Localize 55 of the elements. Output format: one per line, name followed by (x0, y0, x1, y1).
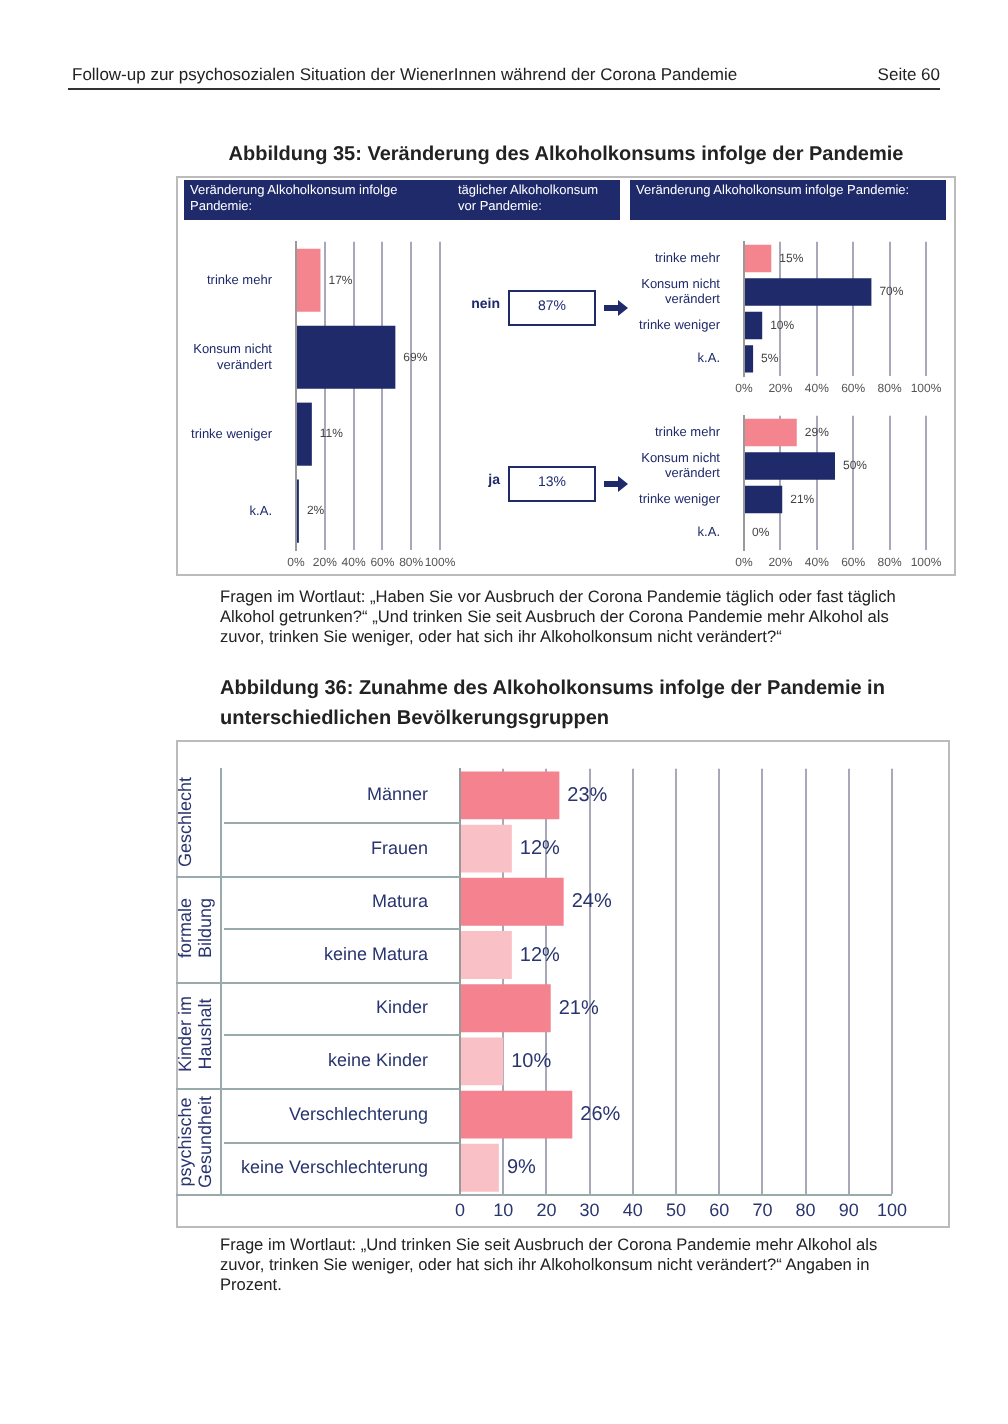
bar (745, 452, 835, 480)
data-label: 24% (571, 891, 612, 914)
data-label: 23% (567, 784, 608, 807)
data-label: 9% (506, 1157, 536, 1180)
bar (745, 278, 872, 306)
text: Kinder im Haushalt (175, 994, 218, 1077)
y-tick-label: Kinder (375, 997, 429, 1018)
text: Follow-up zur psychosozialen Situation der WienerInnen während der Corona Pandemie (72, 64, 738, 84)
bar (461, 771, 560, 820)
text: psychische Gesundheit (175, 1093, 218, 1192)
x-tick-label: 90 (838, 1200, 859, 1221)
bar (461, 877, 564, 926)
y-tick-label: Matura (371, 890, 428, 911)
x-tick-label: 10 (493, 1200, 514, 1221)
bar (745, 418, 797, 447)
bar (461, 1090, 573, 1139)
text: Fragen im Wortlaut: „Haben Sie vor Ausbruch der Corona Pandemie täglich oder fast täglich Alkohol getrunken?“ „Und trinken Sie seit Ausbruch der Corona Pandemie mehr Alkohol als zuvor, trinken Sie weniger, oder hat sich ihr Alkoholkonsum nicht verändert?“ (220, 586, 898, 646)
y-tick-label: keine Matura (323, 943, 428, 964)
x-tick-label: 40 (622, 1200, 643, 1221)
data-label: 10% (511, 1050, 552, 1073)
x-tick-label: 80 (795, 1200, 816, 1221)
data-label: 21% (558, 997, 599, 1020)
x-tick-label: 30 (579, 1200, 600, 1221)
chart-title: Abbildung 36: Zunahme des Alkoholkonsums infolge der Pandemie in unterschiedlichen Bevölkerungsgruppen (220, 676, 887, 734)
bar (461, 1037, 504, 1086)
data-label: 12% (519, 944, 561, 967)
x-tick-label: 50 (665, 1200, 687, 1221)
y-tick-label: Frauen (370, 837, 428, 858)
bar (297, 402, 312, 466)
x-tick-label: 20 (536, 1200, 557, 1221)
y-tick-label: keine Kinder (327, 1050, 428, 1071)
x-tick-label: 60 (709, 1200, 730, 1221)
bar (745, 345, 754, 373)
bar (745, 311, 763, 340)
text: Frage im Wortlaut: „Und trinken Sie seit Ausbruch der Corona Pandemie mehr Alkohol als zuvor, trinken Sie weniger, oder hat sich ihr Alkoholkonsum nicht verändert?“ Angaben in Prozent. (220, 1234, 880, 1294)
data-label: 12% (519, 838, 561, 861)
bar (745, 485, 783, 514)
x-tick-label: 100 (876, 1200, 908, 1221)
bar (461, 984, 551, 1033)
text: Seite 60 (877, 64, 940, 84)
bar (297, 325, 396, 389)
x-tick-label: 0 (454, 1200, 466, 1221)
bar (461, 931, 512, 979)
bar (461, 1143, 499, 1192)
bar (461, 824, 512, 873)
text: formale Bildung (175, 896, 218, 963)
y-tick-label: Verschlechterung (288, 1103, 428, 1124)
bar (745, 244, 772, 273)
y-tick-label: keine Verschlechterung (240, 1156, 428, 1177)
text: Abbildung 35: Veränderung des Alkoholkonsums infolge der Pandemie (226, 142, 906, 170)
y-tick-label: Männer (366, 784, 429, 805)
text: Geschlecht (175, 774, 198, 872)
data-label: 26% (580, 1104, 621, 1127)
bar (297, 248, 321, 312)
x-tick-label: 70 (752, 1200, 773, 1221)
